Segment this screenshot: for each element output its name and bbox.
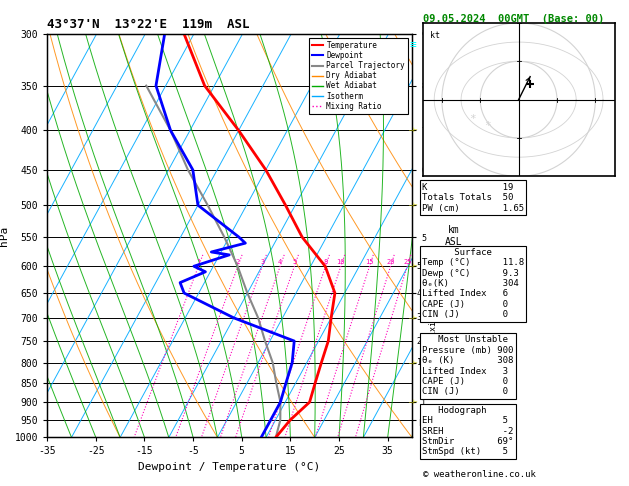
- Text: 3: 3: [417, 313, 422, 322]
- Text: Surface
Temp (°C)      11.8
Dewp (°C)      9.3
θₑ(K)          304
Lifted Index  : Surface Temp (°C) 11.8 Dewp (°C) 9.3 θₑ(…: [422, 248, 524, 319]
- Text: Mixing Ratio (g/kg): Mixing Ratio (g/kg): [430, 245, 438, 341]
- Text: LCL: LCL: [418, 419, 433, 428]
- Text: 09.05.2024  00GMT  (Base: 00): 09.05.2024 00GMT (Base: 00): [423, 14, 604, 24]
- Y-axis label: km
ASL: km ASL: [445, 225, 462, 246]
- Text: 2: 2: [417, 336, 422, 346]
- Text: 10: 10: [337, 259, 345, 265]
- Text: 43°37'N  13°22'E  119m  ASL: 43°37'N 13°22'E 119m ASL: [47, 18, 250, 32]
- Text: —⊢: —⊢: [409, 263, 418, 269]
- Text: kt: kt: [430, 31, 440, 39]
- Text: 20: 20: [386, 259, 395, 265]
- Text: ≡: ≡: [410, 40, 416, 50]
- Text: Most Unstable
Pressure (mb) 900
θₑ (K)        308
Lifted Index   3
CAPE (J)     : Most Unstable Pressure (mb) 900 θₑ (K) 3…: [422, 335, 513, 397]
- Text: 4: 4: [417, 289, 422, 297]
- Text: —⊢: —⊢: [409, 399, 418, 405]
- Text: © weatheronline.co.uk: © weatheronline.co.uk: [423, 469, 535, 479]
- Text: 2: 2: [236, 259, 240, 265]
- Text: *: *: [469, 114, 476, 124]
- Text: 1: 1: [196, 259, 201, 265]
- Text: Hodograph
EH             5
SREH           -2
StmDir        69°
StmSpd (kt)    5: Hodograph EH 5 SREH -2 StmDir 69° StmSpd…: [422, 406, 513, 456]
- Text: 4: 4: [278, 259, 282, 265]
- Text: —⊢: —⊢: [409, 127, 418, 133]
- Text: 5: 5: [417, 262, 422, 271]
- Text: —⊢: —⊢: [409, 360, 418, 365]
- Text: 15: 15: [365, 259, 374, 265]
- Y-axis label: hPa: hPa: [0, 226, 9, 246]
- Text: *: *: [484, 122, 491, 132]
- Text: K              19
Totals Totals  50
PW (cm)        1.65: K 19 Totals Totals 50 PW (cm) 1.65: [422, 183, 524, 212]
- Legend: Temperature, Dewpoint, Parcel Trajectory, Dry Adiabat, Wet Adiabat, Isotherm, Mi: Temperature, Dewpoint, Parcel Trajectory…: [309, 38, 408, 114]
- Text: 25: 25: [403, 259, 411, 265]
- Text: 8: 8: [323, 259, 328, 265]
- Text: 5: 5: [292, 259, 296, 265]
- X-axis label: Dewpoint / Temperature (°C): Dewpoint / Temperature (°C): [138, 462, 321, 472]
- Text: 3: 3: [260, 259, 264, 265]
- Text: —⊢: —⊢: [409, 202, 418, 208]
- Text: 1: 1: [417, 358, 422, 367]
- Text: —⊢: —⊢: [409, 315, 418, 321]
